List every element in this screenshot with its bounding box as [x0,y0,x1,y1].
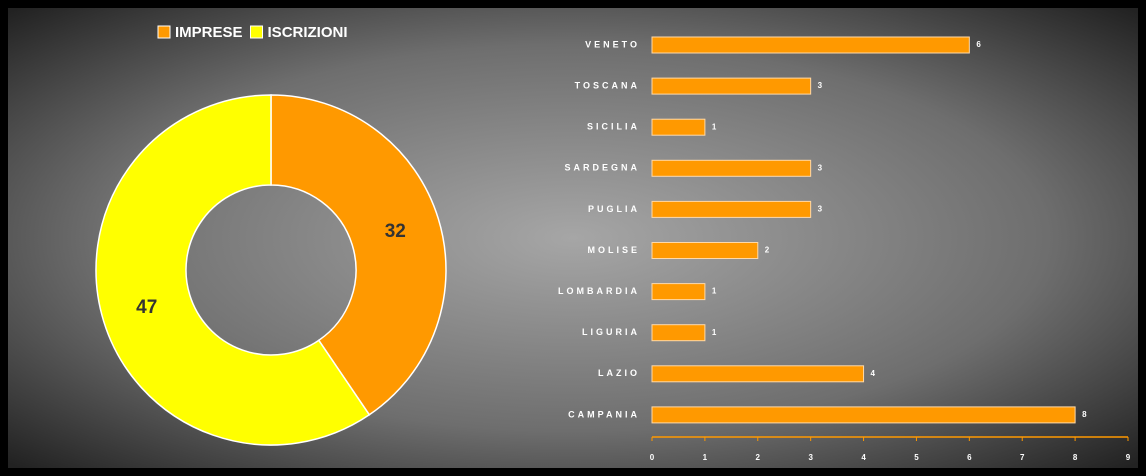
legend-swatch [157,25,171,39]
category-label: SICILIA [587,122,640,132]
bar [651,406,1076,424]
value-label: 3 [818,163,823,172]
value-label: 1 [712,287,717,296]
category-label: CAMPANIA [568,409,640,419]
x-tick-label: 0 [650,453,655,462]
x-tick-label: 1 [703,453,708,462]
legend-label: IMPRESE [175,24,243,41]
bar [651,242,759,259]
category-label: VENETO [585,39,640,49]
category-label: PUGLIA [588,204,640,214]
value-label: 8 [1082,410,1087,419]
value-label: 3 [818,205,823,214]
x-tick-label: 8 [1073,453,1078,462]
category-label: LAZIO [598,368,640,378]
x-tick-label: 3 [808,453,813,462]
category-label: TOSCANA [575,80,640,90]
x-tick-label: 2 [756,453,761,462]
value-label: 47 [136,297,157,318]
x-tick-label: 9 [1126,453,1131,462]
x-tick-label: 7 [1020,453,1025,462]
bar [651,118,706,136]
category-label: LIGURIA [582,327,640,337]
donut-slice [95,94,371,446]
bar [651,77,812,95]
legend-label: ISCRIZIONI [268,24,348,41]
category-label: LOMBARDIA [558,286,640,296]
value-label: 4 [871,369,876,378]
bar [651,200,812,218]
value-label: 6 [976,40,981,49]
category-label: MOLISE [587,245,640,255]
x-tick-label: 6 [967,453,972,462]
value-label: 1 [712,122,717,131]
bar [651,365,865,383]
bar [651,283,706,301]
bar [651,324,706,342]
legend-swatch [250,25,264,39]
x-tick-label: 4 [861,453,866,462]
category-label: SARDEGNA [564,163,640,173]
x-tick-label: 5 [914,453,919,462]
bar [651,159,812,177]
bar [651,36,970,54]
value-label: 32 [385,221,406,242]
value-label: 3 [818,81,823,90]
value-label: 2 [765,246,770,255]
donut-slice [270,94,447,416]
value-label: 1 [712,328,717,337]
